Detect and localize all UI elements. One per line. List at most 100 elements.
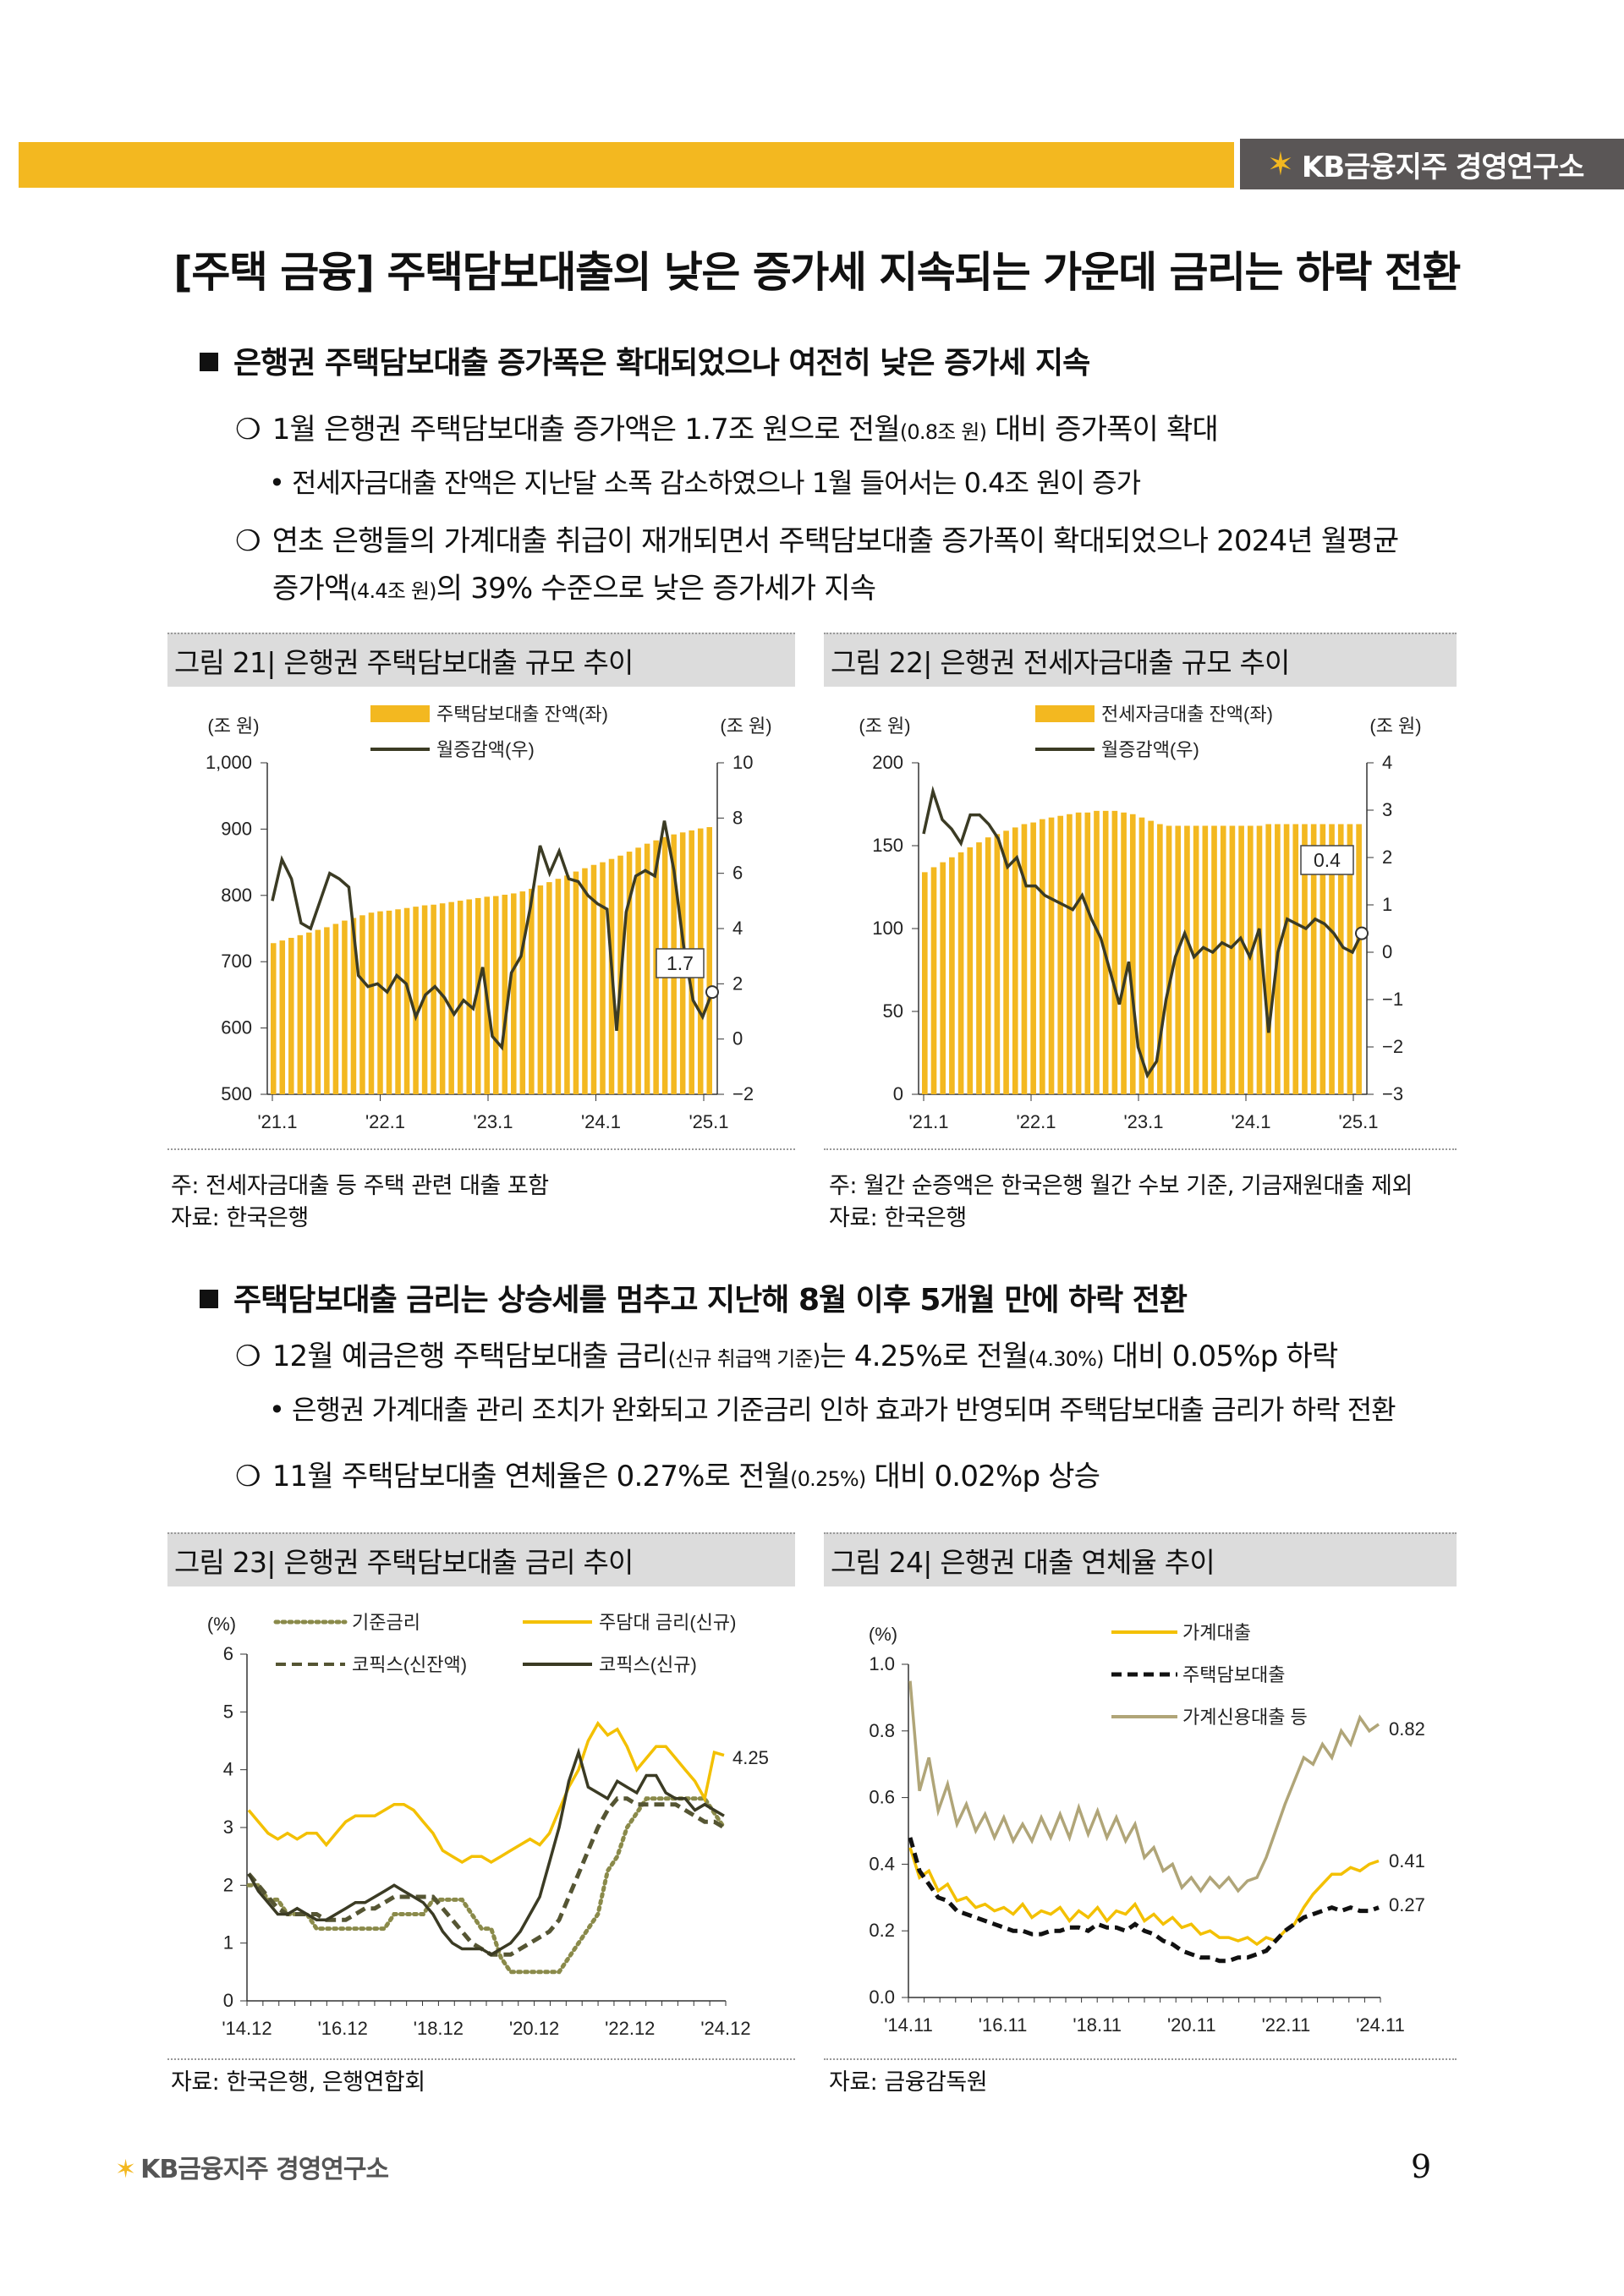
bar — [324, 927, 330, 1094]
unit-label: (%) — [869, 1624, 897, 1645]
bar — [519, 891, 526, 1094]
left-tick-label: 100 — [872, 918, 903, 939]
right-tick-label: 0 — [1382, 941, 1392, 962]
x-tick-label: '24.1 — [1231, 1111, 1270, 1132]
legend-label: 가계신용대출 등 — [1182, 1707, 1308, 1728]
callout-box — [1300, 845, 1354, 875]
legend-label: 가계대출 — [1182, 1622, 1251, 1643]
legend-label: 주택담보대출 — [1182, 1664, 1285, 1685]
bar — [350, 918, 357, 1094]
bar — [1329, 824, 1335, 1094]
line-series — [908, 1680, 1380, 1893]
x-tick-label: '16.11 — [979, 2014, 1028, 2036]
bar — [546, 882, 552, 1094]
x-tick-label: '21.1 — [257, 1111, 297, 1132]
bar — [529, 888, 535, 1094]
right-tick-label: 4 — [732, 918, 743, 939]
y-tick-label: 0.4 — [869, 1853, 895, 1874]
bar — [1111, 810, 1118, 1094]
bar — [368, 912, 375, 1094]
x-tick-label: '24.1 — [581, 1111, 621, 1132]
bar — [1302, 824, 1308, 1094]
bar — [600, 862, 606, 1094]
right-tick-label: 6 — [732, 863, 743, 884]
x-tick-label: '25.1 — [689, 1111, 728, 1132]
left-tick-label: 700 — [221, 951, 252, 972]
legend-bar-swatch — [1035, 705, 1095, 722]
y-tick-label: 0.6 — [869, 1787, 895, 1808]
bar — [1040, 819, 1045, 1094]
y-tick-label: 1 — [223, 1932, 233, 1954]
left-tick-label: 600 — [221, 1017, 252, 1038]
left-tick-label: 1,000 — [206, 752, 252, 773]
legend-bar-swatch — [370, 705, 430, 722]
bar — [359, 915, 365, 1094]
legend-label: 주담대 금리(신규) — [599, 1612, 736, 1633]
bar — [306, 932, 312, 1094]
bar — [1347, 824, 1353, 1094]
y-tick-label: 0.8 — [869, 1720, 895, 1741]
y-tick-label: 2 — [223, 1874, 233, 1895]
bar — [457, 901, 464, 1094]
fig21-divider — [167, 1148, 795, 1150]
bar — [644, 843, 650, 1094]
legend-label: 기준금리 — [352, 1612, 420, 1633]
bar — [1202, 825, 1209, 1094]
callout-box — [656, 948, 705, 978]
right-tick-label: −2 — [1382, 1036, 1403, 1057]
circle-bullet-icon: ❍ — [235, 413, 261, 447]
fig22-source: 자료: 한국은행 — [829, 1205, 967, 1231]
x-tick-label: '22.11 — [1262, 2014, 1311, 2036]
kb-star-icon: ✶ — [1267, 145, 1294, 183]
bar — [626, 852, 633, 1094]
bar — [1012, 827, 1018, 1094]
x-tick-label: '23.1 — [473, 1111, 513, 1132]
line-end-marker — [705, 985, 719, 1000]
bar — [403, 907, 410, 1094]
line-series — [246, 1796, 727, 1975]
section1-sub1: • 전세자금대출 잔액은 지난달 소폭 감소하였으나 1월 들어서는 0.4조 … — [269, 467, 1141, 499]
circle-bullet-icon: ❍ — [235, 1340, 261, 1373]
section1-bullet2-cont: 증가액(4.4조 원)의 39% 수준으로 낮은 증가세가 지속 — [272, 572, 876, 606]
bar — [279, 940, 286, 1094]
line-series — [922, 785, 1363, 1079]
right-tick-label: 4 — [1382, 752, 1392, 773]
fig23-title: 그림 23| 은행권 주택담보대출 금리 추이 — [167, 1532, 795, 1586]
legend-line-label: 월증감액(우) — [436, 739, 535, 760]
bar — [1003, 830, 1009, 1094]
bar — [342, 920, 348, 1094]
bar — [573, 871, 579, 1094]
right-tick-label: −2 — [732, 1083, 754, 1104]
x-tick-label: '14.11 — [884, 2014, 933, 2036]
bar — [413, 907, 419, 1094]
x-tick-label: '24.11 — [1356, 2014, 1405, 2036]
left-unit-label: (조 원) — [207, 715, 259, 737]
y-tick-label: 0.0 — [869, 1986, 895, 2008]
bar — [706, 827, 713, 1094]
bar — [271, 943, 277, 1094]
fig24-title: 그림 24| 은행권 대출 연체율 추이 — [824, 1532, 1457, 1586]
bar — [1337, 824, 1344, 1094]
bar — [448, 901, 454, 1094]
fig21-source: 자료: 한국은행 — [171, 1205, 309, 1231]
left-tick-label: 0 — [893, 1083, 903, 1104]
end-value-label: 0.41 — [1389, 1850, 1425, 1871]
bar — [1048, 817, 1055, 1094]
end-value-label: 4.25 — [732, 1747, 769, 1768]
bar — [1094, 810, 1100, 1094]
bar — [590, 864, 597, 1094]
right-unit-label: (조 원) — [720, 715, 771, 737]
bar — [1310, 824, 1317, 1094]
bar — [332, 923, 339, 1094]
y-tick-label: 4 — [223, 1759, 233, 1780]
line-series — [247, 1720, 725, 1865]
bar — [1075, 812, 1082, 1094]
bar — [985, 837, 991, 1094]
end-value-label: 0.82 — [1389, 1718, 1425, 1740]
x-tick-label: '16.12 — [318, 2018, 368, 2039]
fig21-chart: (조 원) (조 원) 500 600 700 800 900 1,000 −2 0 2 4 6 8 10 '… — [206, 704, 772, 1132]
left-unit-label: (조 원) — [859, 715, 910, 737]
line-series — [247, 1747, 725, 1957]
right-tick-label: 0 — [732, 1028, 743, 1049]
bar — [475, 897, 481, 1094]
